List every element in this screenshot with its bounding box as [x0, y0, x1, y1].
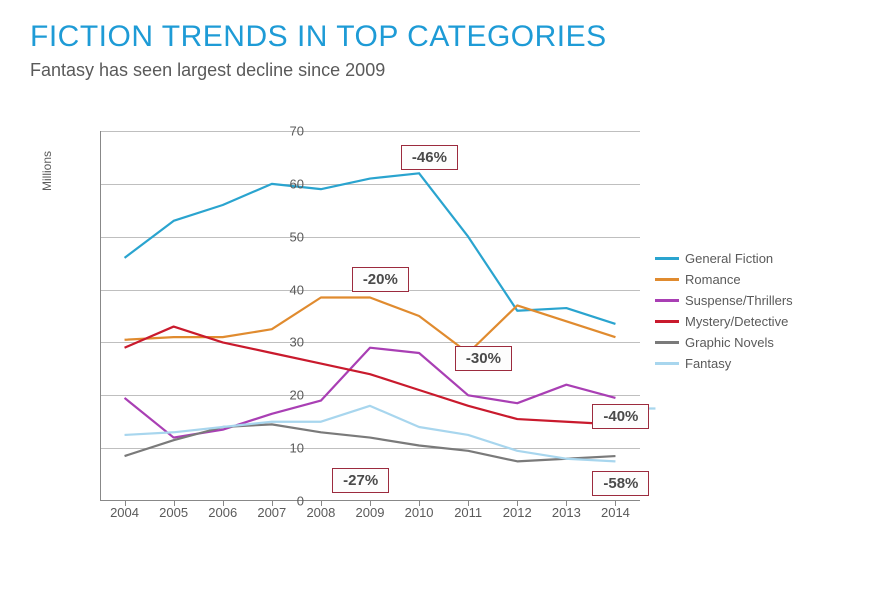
x-tick-label: 2005: [154, 505, 194, 520]
x-tick-mark: [370, 501, 371, 506]
chart-lines: [100, 131, 640, 501]
y-tick-label: 20: [274, 388, 304, 403]
x-tick-mark: [223, 501, 224, 506]
annotation-box: -30%: [455, 346, 512, 371]
y-axis-label: Millions: [40, 151, 54, 191]
y-tick-label: 70: [274, 124, 304, 139]
legend-swatch: [655, 341, 679, 344]
x-tick-label: 2009: [350, 505, 390, 520]
chart-area: Millions General Fiction Romance Suspense/…: [30, 121, 850, 561]
legend-item: Romance: [655, 272, 793, 287]
legend-swatch: [655, 362, 679, 365]
annotation-box: -40%: [592, 404, 649, 429]
x-tick-label: 2012: [497, 505, 537, 520]
x-tick-mark: [566, 501, 567, 506]
x-tick-mark: [468, 501, 469, 506]
legend-swatch: [655, 278, 679, 281]
legend-label: Fantasy: [685, 356, 731, 371]
x-tick-mark: [517, 501, 518, 506]
annotation-box: -20%: [352, 267, 409, 292]
legend-label: Mystery/Detective: [685, 314, 788, 329]
x-tick-label: 2011: [448, 505, 488, 520]
legend-label: Graphic Novels: [685, 335, 774, 350]
legend-swatch: [655, 299, 679, 302]
series-line: [125, 173, 616, 324]
y-tick-label: 30: [274, 335, 304, 350]
series-line: [125, 348, 616, 438]
chart-subtitle: Fantasy has seen largest decline since 2…: [30, 60, 841, 81]
x-tick-mark: [615, 501, 616, 506]
legend-item: Suspense/Thrillers: [655, 293, 793, 308]
x-tick-label: 2014: [595, 505, 635, 520]
series-line: [125, 298, 616, 354]
y-tick-label: 60: [274, 176, 304, 191]
legend-label: Suspense/Thrillers: [685, 293, 793, 308]
x-tick-label: 2010: [399, 505, 439, 520]
x-tick-mark: [174, 501, 175, 506]
x-tick-mark: [272, 501, 273, 506]
x-tick-label: 2008: [301, 505, 341, 520]
annotation-box: -46%: [401, 145, 458, 170]
series-line: [125, 327, 616, 425]
chart-title: FICTION TRENDS IN TOP CATEGORIES: [30, 20, 841, 54]
annotation-box: -58%: [592, 471, 649, 496]
x-tick-label: 2006: [203, 505, 243, 520]
x-tick-label: 2013: [546, 505, 586, 520]
x-tick-mark: [321, 501, 322, 506]
x-tick-label: 2007: [252, 505, 292, 520]
x-tick-label: 2004: [105, 505, 145, 520]
y-tick-label: 40: [274, 282, 304, 297]
legend-item: Fantasy: [655, 356, 793, 371]
y-tick-label: 50: [274, 229, 304, 244]
x-tick-mark: [125, 501, 126, 506]
legend-swatch: [655, 320, 679, 323]
legend-swatch: [655, 257, 679, 260]
legend-label: General Fiction: [685, 251, 773, 266]
x-tick-mark: [419, 501, 420, 506]
legend-item: Mystery/Detective: [655, 314, 793, 329]
legend-item: Graphic Novels: [655, 335, 793, 350]
y-tick-label: 10: [274, 441, 304, 456]
legend: General Fiction Romance Suspense/Thrillers…: [655, 251, 793, 377]
annotation-box: -27%: [332, 468, 389, 493]
legend-item: General Fiction: [655, 251, 793, 266]
legend-label: Romance: [685, 272, 741, 287]
